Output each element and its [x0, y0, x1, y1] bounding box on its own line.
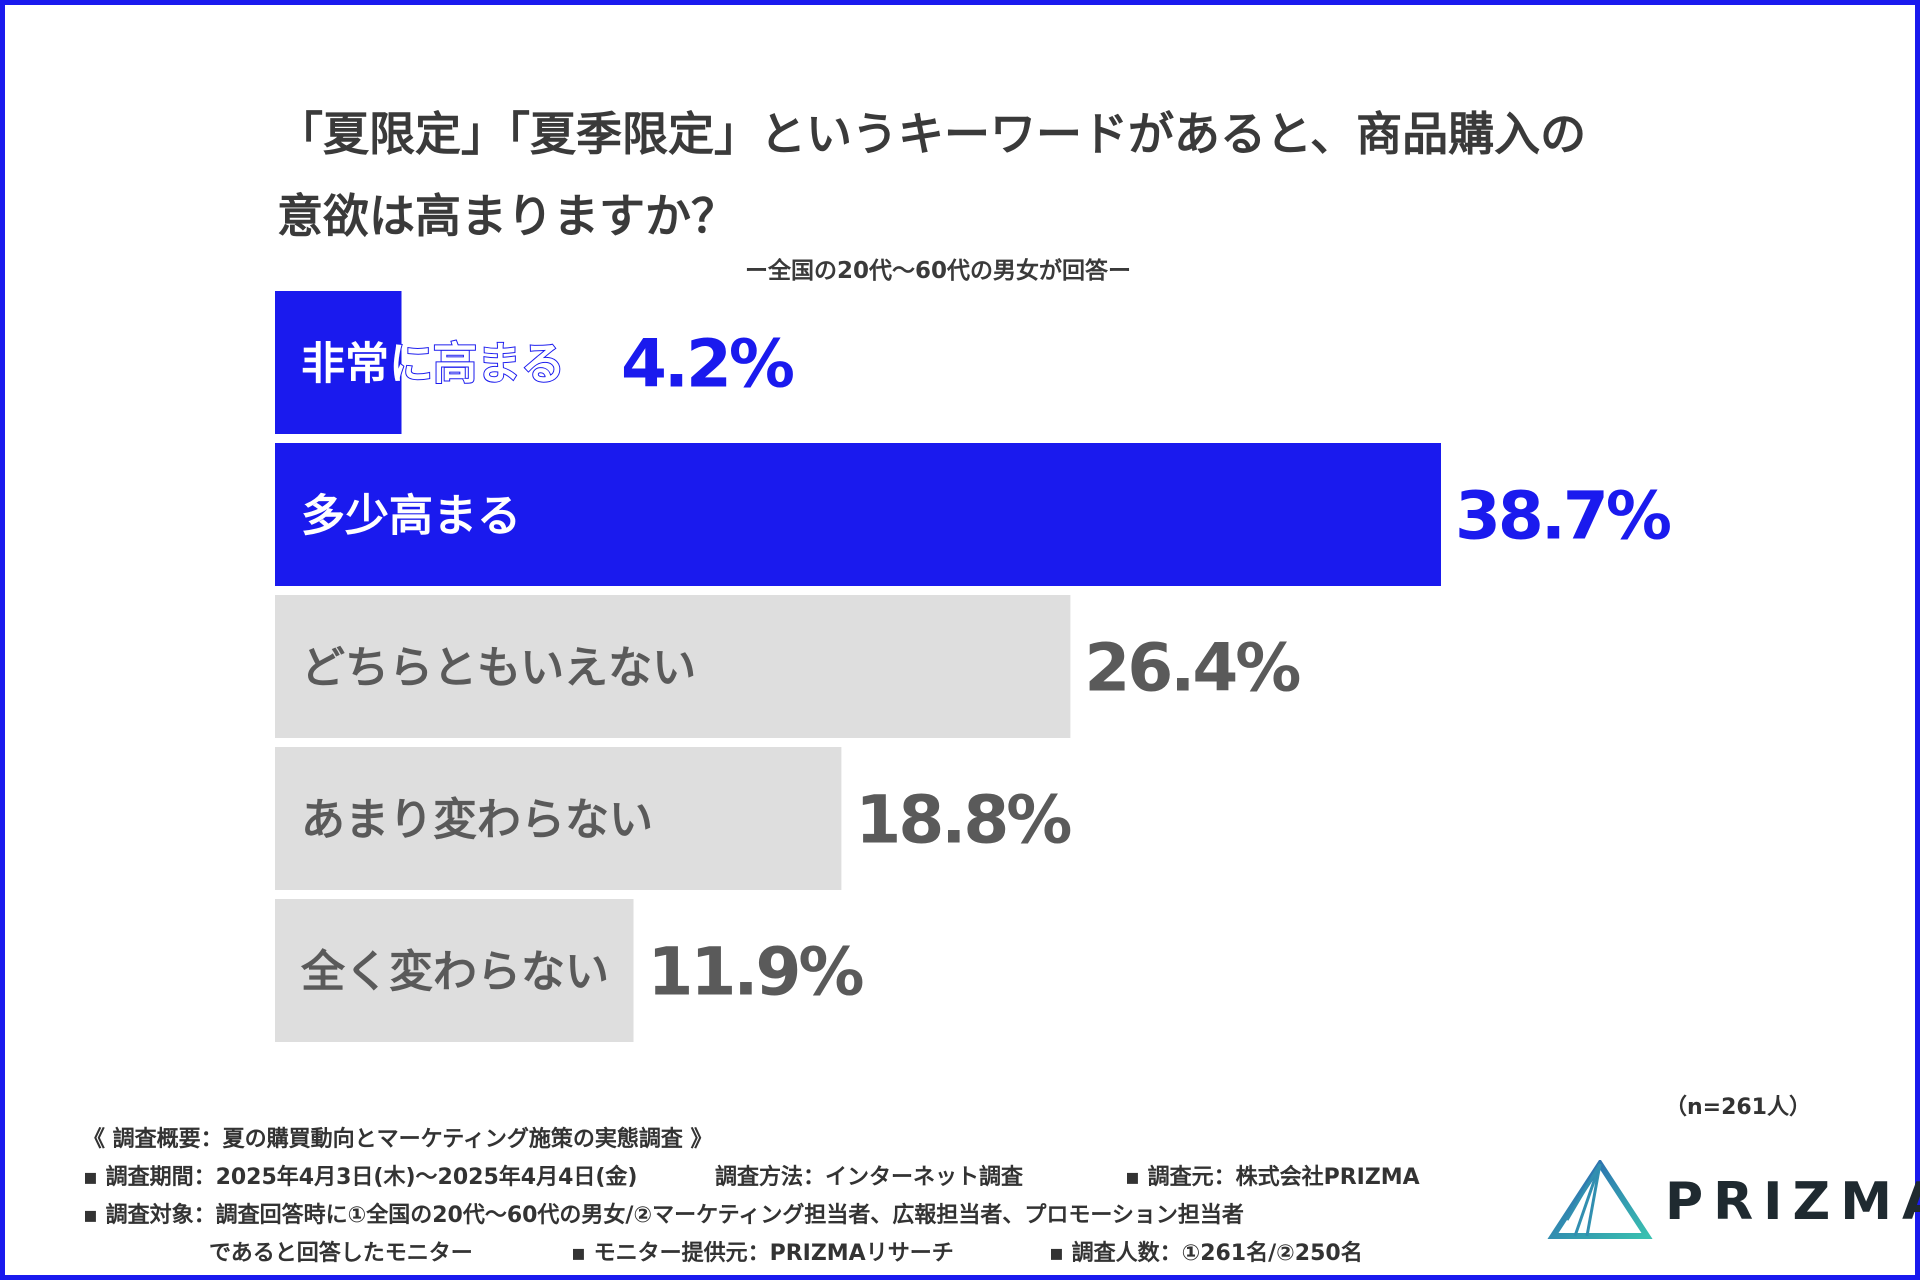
survey-method: 調査方法：インターネット調査: [715, 1165, 1024, 1190]
bar-3: [275, 595, 1071, 738]
value-label-3: 26.4%: [1084, 630, 1300, 707]
category-label-4: あまり変わらない: [301, 795, 653, 846]
chart-title: 「夏限定」「夏季限定」というキーワードがあると、商品購入の 意欲は高まりますか？: [277, 93, 1727, 257]
title-line-1: 「夏限定」「夏季限定」というキーワードがあると、商品購入の: [277, 107, 1587, 161]
bar-1: [275, 291, 402, 434]
prism-logo-icon: [1547, 1158, 1653, 1239]
survey-source: ▪ 調査元：株式会社PRIZMA: [1125, 1165, 1420, 1190]
category-label-2: 多少高まる: [301, 491, 521, 542]
bar-4: [275, 747, 842, 890]
value-label-2: 38.7%: [1455, 478, 1671, 555]
bar-5: [275, 899, 634, 1042]
bar-chart: 非常に高まる 4.2% 多少高まる 38.7% どちらともいえない 26.4% あまり変わら…: [275, 291, 1674, 1042]
bar-2: [275, 443, 1441, 586]
survey-target-cont: であると回答したモニター: [209, 1241, 473, 1266]
monitor-provider: ▪ モニター提供元：PRIZMAリサーチ: [571, 1241, 954, 1266]
survey-summary: 《 調査概要：夏の購買動向とマーケティング施策の実態調査 》: [83, 1127, 713, 1152]
value-label-5: 11.9%: [648, 934, 864, 1011]
value-label-4: 18.8%: [855, 782, 1071, 859]
survey-period: ▪ 調査期間：2025年4月3日(木)〜2025年4月4日(金): [83, 1165, 638, 1190]
title-line-2: 意欲は高まりますか？: [277, 189, 737, 243]
chart-subtitle: ー全国の20代〜60代の男女が回答ー: [745, 258, 1132, 284]
sample-size: （n=261人）: [1664, 1095, 1811, 1120]
category-label-3: どちらともいえない: [301, 643, 696, 694]
survey-target: ▪ 調査対象：調査回答時に①全国の20代〜60代の男女/②マーケティング担当者、…: [83, 1203, 1244, 1228]
prizma-logo: PRIZMA: [1545, 1158, 1920, 1240]
category-label-5: 全く変わらない: [300, 947, 609, 998]
category-label-1: 非常に高まる: [301, 339, 565, 390]
survey-count: ▪ 調査人数：①261名/②250名: [1049, 1241, 1363, 1266]
value-label-1: 4.2%: [621, 326, 794, 403]
logo-text: PRIZMA: [1665, 1172, 1920, 1232]
